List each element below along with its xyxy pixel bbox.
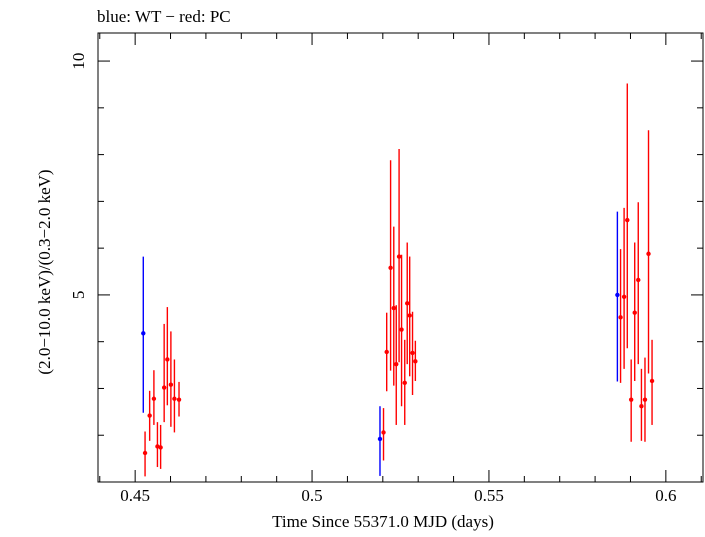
axis-tick-labels: 0.45 0.5 0.55 0.6 5 10 (69, 53, 676, 505)
pc-data-point (165, 357, 170, 362)
pc-data-point (642, 397, 648, 402)
pc-data-point (410, 350, 415, 356)
axis-ticks (98, 33, 703, 483)
pc-data-point (628, 397, 634, 402)
x-axis-title: Time Since 55371.0 MJD (days) (272, 512, 494, 531)
chart-title: blue: WT − red: PC (97, 7, 231, 26)
pc-data-point (384, 349, 389, 355)
y-tick-label: 5 (69, 291, 88, 300)
pc-data-point (402, 380, 407, 386)
pc-data-point (158, 445, 163, 450)
error-bars (142, 83, 653, 477)
x-tick-label: 0.5 (301, 486, 322, 505)
data-points (141, 217, 655, 456)
pc-data-point (172, 396, 177, 401)
wt-data-point (377, 436, 383, 442)
pc-data-point (399, 327, 404, 332)
plot-border (97, 32, 704, 483)
pc-data-point (413, 359, 418, 364)
plot-frame (97, 32, 704, 483)
pc-data-point (639, 404, 644, 409)
pc-data-point (407, 313, 412, 318)
pc-data-point (636, 277, 641, 283)
pc-data-point (151, 396, 157, 401)
pc-data-point (142, 450, 148, 456)
x-tick-label: 0.6 (655, 486, 676, 505)
x-tick-label: 0.45 (120, 486, 150, 505)
pc-data-point (405, 301, 410, 306)
pc-data-point (394, 361, 399, 367)
pc-data-point (391, 305, 396, 311)
wt-data-point (615, 292, 620, 298)
x-tick-label: 0.55 (474, 486, 504, 505)
y-tick-label: 10 (69, 53, 88, 70)
pc-data-point (168, 382, 174, 387)
pc-data-point (396, 254, 402, 259)
pc-data-point (625, 217, 630, 223)
pc-data-point (388, 265, 393, 270)
pc-data-point (632, 310, 637, 315)
pc-data-point (618, 315, 623, 320)
wt-data-point (141, 331, 146, 336)
pc-data-point (176, 397, 182, 402)
pc-data-point (649, 378, 655, 384)
pc-data-point (646, 251, 651, 256)
pc-data-point (147, 413, 152, 418)
pc-data-point (161, 385, 167, 390)
pc-data-point (621, 294, 627, 299)
y-axis-title: (2.0−10.0 keV)/(0.3−2.0 keV) (35, 169, 54, 374)
pc-data-point (381, 430, 386, 435)
